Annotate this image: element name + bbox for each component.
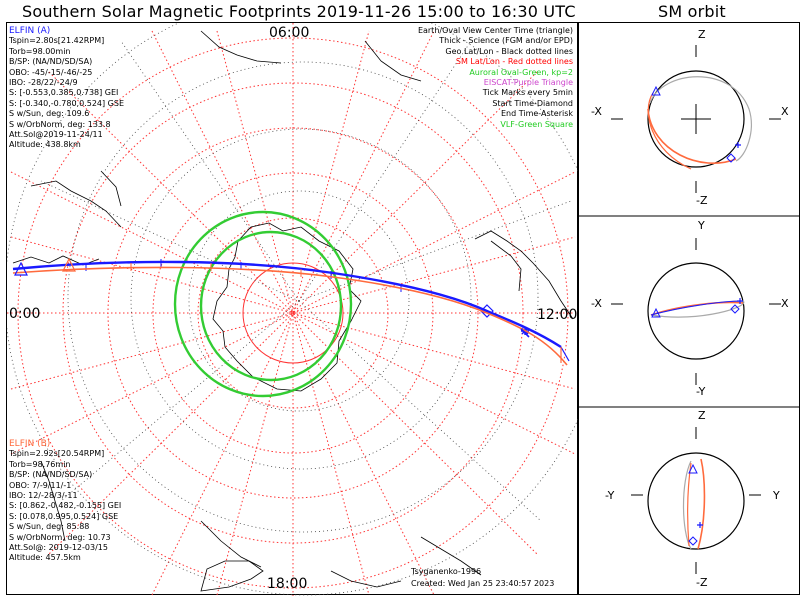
orbit-title: SM orbit bbox=[658, 2, 726, 21]
sm-pole-circle bbox=[242, 262, 344, 364]
elfin-b-line: S w/OrbNorm, deg: 10.73 bbox=[9, 532, 111, 542]
axis-label: -Z bbox=[696, 194, 708, 207]
geo-lat-lon-grid bbox=[7, 23, 579, 596]
coastlines bbox=[12, 30, 574, 592]
sm-orbit-plots bbox=[579, 45, 800, 574]
elfin-a-info: ELFIN (A) Tspin=2.80s[21.42RPM] Torb=98.… bbox=[9, 26, 124, 151]
model-credit: Tsyganenko-1996 bbox=[411, 567, 482, 576]
elfin-b-line: Altitude: 457.5km bbox=[9, 553, 81, 563]
axis-label: -Y bbox=[605, 489, 615, 502]
hour-label-right: 12:00 bbox=[537, 307, 578, 323]
legend-item: End Time-Asterisk bbox=[500, 109, 573, 119]
legend-item: Start Time-Diamond bbox=[492, 98, 573, 108]
legend-item: EISCAT-Purple Triangle bbox=[483, 78, 573, 88]
elfin-b-center-triangle bbox=[62, 257, 76, 272]
hour-label-bottom: 18:00 bbox=[267, 576, 308, 592]
legend-item: Earth/Oval View Center Time (triangle) bbox=[417, 26, 573, 35]
elfin-b-line: Torb=98.76min bbox=[9, 459, 71, 469]
elfin-a-line: S: [-0.553,0.385,0.738] GEI bbox=[9, 88, 119, 98]
elfin-b-line: Att.Sol@: 2019-12-03/15 bbox=[9, 543, 108, 553]
orbit-panel-xy bbox=[611, 238, 781, 385]
end-marker bbox=[520, 328, 530, 338]
elfin-a-line: S w/OrbNorm, deg: 133.8 bbox=[9, 119, 111, 129]
elfin-a-line: Tspin=2.80s[21.42RPM] bbox=[9, 36, 105, 46]
axis-label: Y bbox=[773, 489, 780, 502]
elfin-b-line: OBO: 7/-9/11/-1 bbox=[9, 480, 72, 490]
elfin-b-track bbox=[12, 257, 568, 366]
legend-item: Thick - Science (FGM and/or EPD) bbox=[439, 36, 573, 46]
orbit-panel-xz bbox=[611, 45, 781, 193]
legend-item: Tick Marks every 5min bbox=[482, 88, 573, 98]
axis-label: Y bbox=[698, 219, 705, 232]
elfin-b-line: B/SP: (NA/ND/SD/SA) bbox=[9, 470, 93, 480]
orbit-panel-yz bbox=[631, 427, 761, 574]
elfin-a-line: Torb=98.00min bbox=[9, 46, 71, 56]
elfin-b-line: S w/Sun, deg: 85.88 bbox=[9, 522, 90, 532]
elfin-b-info: ELFIN (B) Tspin=2.92s[20.54RPM] Torb=98.… bbox=[9, 439, 121, 564]
elfin-a-line: S: [-0.340,-0.780,0.524] GSE bbox=[9, 98, 124, 108]
elfin-a-line: OBO: -45/-15/-46/-25 bbox=[9, 67, 93, 77]
legend-item: SM Lat/Lon - Red dotted lines bbox=[455, 57, 573, 67]
legend-item: Geo Lat/Lon - Black dotted lines bbox=[445, 46, 573, 56]
axis-label: Z bbox=[698, 28, 706, 41]
elfin-a-name: ELFIN (A) bbox=[9, 26, 51, 36]
page-title: Southern Solar Magnetic Footprints 2019-… bbox=[22, 2, 576, 21]
legend: Earth/Oval View Center Time (triangle) T… bbox=[418, 26, 573, 130]
elfin-a-line: S w/Sun, deg: 109.6 bbox=[9, 109, 90, 119]
axis-label: -Z bbox=[696, 576, 708, 589]
elfin-b-line: S: [0.078,0.995,0.524] GSE bbox=[9, 511, 119, 521]
created-timestamp: Created: Wed Jan 25 23:40:57 2023 bbox=[411, 579, 555, 588]
footprint-map-panel: 06:00 0:00 12:00 18:00 ELFIN (A) Tspin=2… bbox=[6, 22, 579, 596]
axis-label: -Y bbox=[696, 385, 706, 398]
elfin-b-line: Tspin=2.92s[20.54RPM] bbox=[9, 449, 105, 459]
elfin-b-line: S: [0.862,-0.482,-0.155] GEI bbox=[9, 501, 122, 511]
legend-item: VLF-Green Square bbox=[500, 119, 573, 129]
elfin-a-track bbox=[12, 259, 570, 362]
axis-label: -X bbox=[591, 105, 602, 118]
footprint-map bbox=[7, 23, 579, 596]
axis-label: X bbox=[781, 297, 789, 310]
auroral-ovals bbox=[173, 210, 353, 398]
elfin-a-center-triangle bbox=[14, 261, 28, 276]
elfin-a-line: B/SP: (NA/ND/SD/SA) bbox=[9, 57, 93, 67]
axis-label: X bbox=[781, 105, 789, 118]
elfin-a-line: IBO: -28/22/-24/9 bbox=[9, 78, 78, 88]
legend-item: Auroral Oval-Green, kp=2 bbox=[469, 67, 573, 77]
elfin-a-line: Att.Sol@2019-11-24/11 bbox=[9, 130, 103, 140]
elfin-a-start-diamond bbox=[480, 304, 494, 318]
axis-label: Z bbox=[698, 409, 706, 422]
elfin-b-name: ELFIN (B) bbox=[9, 439, 51, 449]
hour-label-top: 06:00 bbox=[269, 25, 310, 41]
hour-label-left: 0:00 bbox=[9, 306, 41, 322]
sm-orbit-panels: Z -Z -X X Y -Y -X X Z -Z -Y Y bbox=[578, 22, 800, 595]
elfin-b-line: IBO: 12/-28/3/-11 bbox=[9, 491, 78, 501]
axis-label: -X bbox=[591, 297, 602, 310]
elfin-a-line: Altitude: 438.8km bbox=[9, 140, 81, 150]
